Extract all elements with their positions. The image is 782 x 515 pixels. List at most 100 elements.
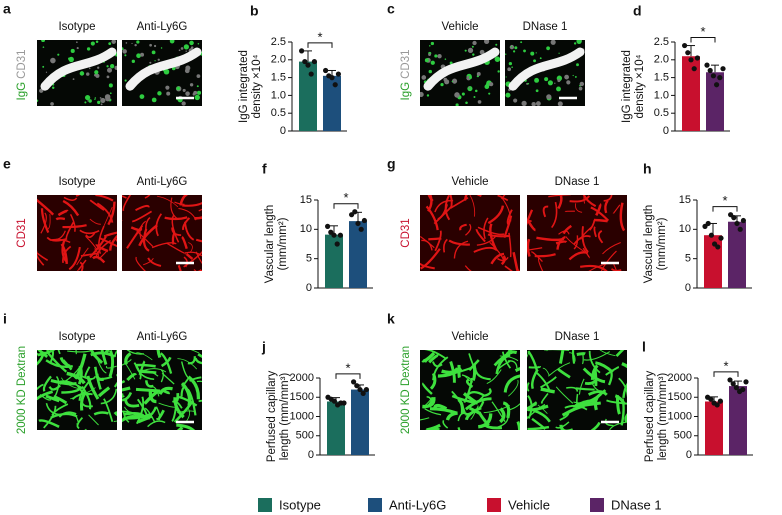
panel-letter: j xyxy=(261,339,266,355)
vessel xyxy=(559,424,573,430)
speckle xyxy=(451,80,454,83)
vessel xyxy=(527,247,543,251)
vessel xyxy=(536,236,565,242)
vessel xyxy=(555,386,574,404)
speckle xyxy=(185,50,187,53)
vessel xyxy=(104,350,110,354)
data-point xyxy=(332,82,338,88)
vessel xyxy=(198,399,202,403)
vessel xyxy=(180,382,192,406)
vessel xyxy=(590,364,599,380)
data-point xyxy=(704,62,710,68)
vessel xyxy=(531,417,547,430)
speckle xyxy=(547,80,553,86)
vessel xyxy=(605,366,620,376)
vessel xyxy=(126,372,137,382)
speckle xyxy=(87,100,89,102)
vessel xyxy=(512,252,519,271)
vessel xyxy=(76,247,89,266)
speckle xyxy=(122,49,127,54)
image-label: Vehicle xyxy=(451,176,488,188)
speckle xyxy=(86,72,90,76)
vessel xyxy=(491,401,506,422)
speckle xyxy=(114,65,117,70)
vessel xyxy=(135,256,146,271)
image-label: Isotype xyxy=(58,176,95,188)
legend-swatch xyxy=(590,498,604,512)
micrograph-content xyxy=(420,195,520,271)
speckle xyxy=(523,49,526,53)
vessel xyxy=(540,376,557,389)
bar xyxy=(327,401,345,455)
vessel xyxy=(93,411,109,416)
vessel xyxy=(587,390,608,396)
image-label: Anti-Ly6G xyxy=(137,21,188,33)
speckle xyxy=(514,46,518,50)
bar xyxy=(728,221,746,288)
vessel xyxy=(421,351,436,363)
vessel xyxy=(65,221,75,240)
speckle xyxy=(535,52,537,54)
vessel xyxy=(581,226,589,253)
vessel xyxy=(180,361,189,379)
data-point xyxy=(691,66,697,72)
vessel xyxy=(46,350,50,354)
speckle xyxy=(157,91,162,96)
vessel xyxy=(424,350,447,360)
speckle xyxy=(108,42,112,46)
data-point xyxy=(685,50,691,56)
data-point xyxy=(311,58,317,65)
vessel xyxy=(194,216,202,220)
vessel xyxy=(77,259,87,271)
side-label: IgG CD31 xyxy=(16,50,28,101)
vessel xyxy=(136,352,153,361)
vessel xyxy=(583,351,611,361)
vessel xyxy=(185,251,202,257)
vessel xyxy=(61,386,83,394)
speckle xyxy=(557,101,563,106)
vessel xyxy=(565,236,585,252)
speckle xyxy=(157,58,160,61)
y-tick-label: 2.5 xyxy=(271,36,286,48)
speckle xyxy=(100,97,106,104)
vessel xyxy=(61,238,67,262)
vessel xyxy=(161,372,175,385)
data-point xyxy=(714,402,720,408)
vessel xyxy=(84,428,87,430)
vessel xyxy=(187,356,196,365)
vessel xyxy=(37,198,55,216)
vessel xyxy=(122,391,133,402)
speckle xyxy=(183,44,189,50)
panel-letter: c xyxy=(387,1,395,17)
vessel xyxy=(183,256,188,268)
vessel xyxy=(475,229,486,243)
data-point xyxy=(743,379,749,385)
vessel xyxy=(573,235,591,245)
vessel xyxy=(182,201,202,207)
micrograph-content xyxy=(527,195,626,271)
vessel xyxy=(475,400,485,411)
y-tick-label: 5 xyxy=(306,253,312,265)
vessel xyxy=(604,418,614,427)
speckle xyxy=(140,52,145,57)
vessel xyxy=(197,353,202,359)
significance-label: * xyxy=(723,358,728,373)
y-tick-label: 0 xyxy=(686,449,692,461)
speckle xyxy=(189,83,194,87)
vessel xyxy=(199,269,202,271)
vessel xyxy=(97,386,111,398)
speckle xyxy=(68,57,71,61)
vessel xyxy=(562,224,572,235)
vessel xyxy=(86,375,100,400)
y-tick-label: 0 xyxy=(685,282,691,294)
y-tick-label: 2000 xyxy=(668,372,692,384)
speckle xyxy=(461,92,465,96)
vessel xyxy=(477,226,505,236)
vessel xyxy=(177,264,182,271)
panel-letter: d xyxy=(633,3,642,19)
speckle xyxy=(465,101,468,105)
vessel xyxy=(528,403,537,410)
legend-label: Isotype xyxy=(279,497,321,512)
vessel xyxy=(108,350,115,378)
vessel xyxy=(62,224,87,229)
